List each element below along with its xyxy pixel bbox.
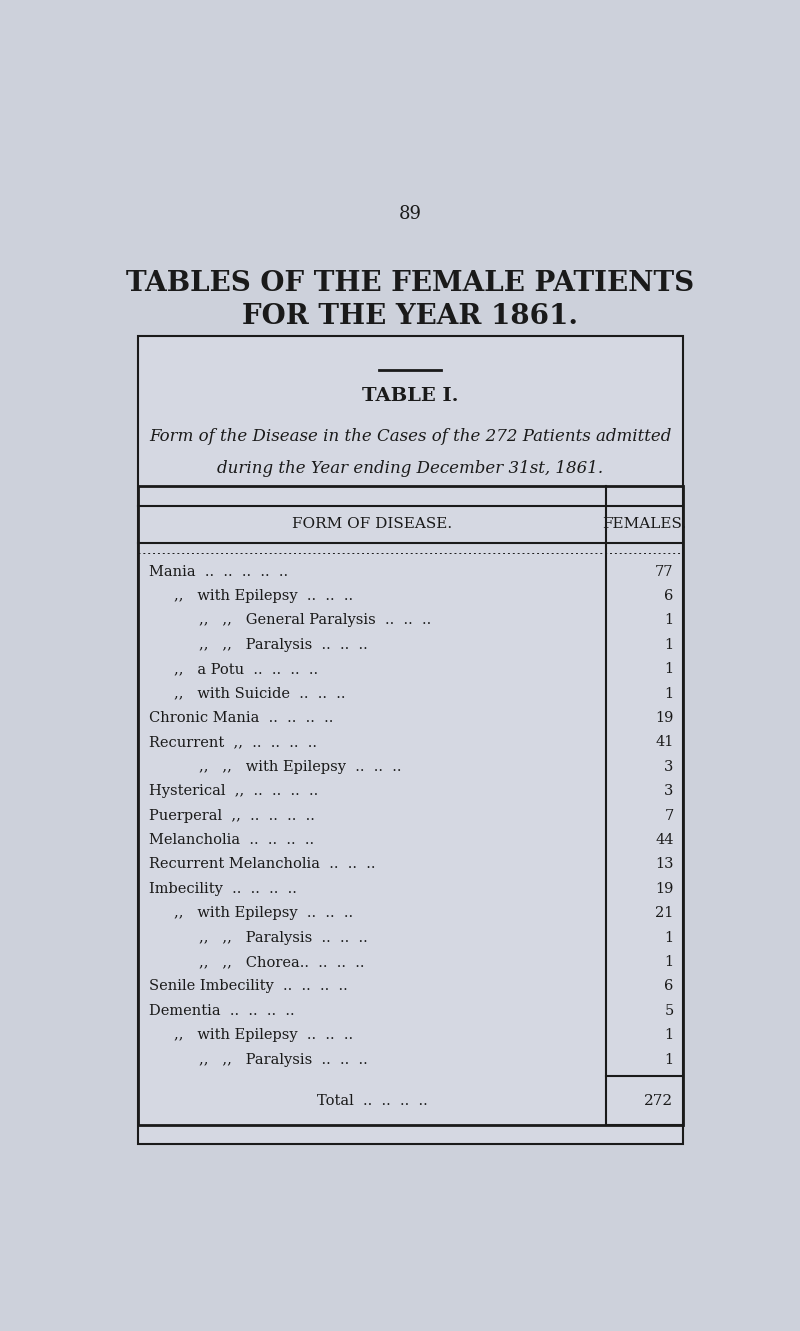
Text: Form of the Disease in the Cases of the 272 Patients admitted: Form of the Disease in the Cases of the …: [149, 429, 671, 446]
Text: ,,   with Epilepsy  ..  ..  ..: ,, with Epilepsy .. .. ..: [174, 906, 354, 920]
Text: ,,   with Epilepsy  ..  ..  ..: ,, with Epilepsy .. .. ..: [174, 590, 354, 603]
Text: 19: 19: [655, 882, 674, 896]
Text: 1: 1: [664, 638, 674, 652]
Text: 5: 5: [664, 1004, 674, 1018]
Text: 7: 7: [664, 809, 674, 823]
Text: ,,   ,,   Chorea..  ..  ..  ..: ,, ,, Chorea.. .. .. ..: [199, 956, 364, 969]
Text: 77: 77: [655, 564, 674, 579]
Text: 1: 1: [664, 687, 674, 700]
Text: 6: 6: [664, 590, 674, 603]
Text: 6: 6: [664, 980, 674, 993]
Bar: [138, 486, 682, 1125]
Text: ,,   ,,   Paralysis  ..  ..  ..: ,, ,, Paralysis .. .. ..: [199, 638, 368, 652]
Text: 1: 1: [664, 956, 674, 969]
Text: ,,   with Epilepsy  ..  ..  ..: ,, with Epilepsy .. .. ..: [174, 1029, 354, 1042]
Text: ,,   ,,   General Paralysis  ..  ..  ..: ,, ,, General Paralysis .. .. ..: [199, 614, 431, 627]
Text: 21: 21: [655, 906, 674, 920]
Text: 13: 13: [655, 857, 674, 872]
Text: Imbecility  ..  ..  ..  ..: Imbecility .. .. .. ..: [150, 882, 297, 896]
Text: Mania  ..  ..  ..  ..  ..: Mania .. .. .. .. ..: [150, 564, 289, 579]
Text: ,,   ,,   Paralysis  ..  ..  ..: ,, ,, Paralysis .. .. ..: [199, 1053, 368, 1066]
Text: 3: 3: [664, 784, 674, 799]
Text: FORM OF DISEASE.: FORM OF DISEASE.: [292, 516, 452, 531]
Text: Dementia  ..  ..  ..  ..: Dementia .. .. .. ..: [150, 1004, 295, 1018]
Text: 41: 41: [655, 736, 674, 749]
Text: 1: 1: [664, 930, 674, 945]
Text: Recurrent Melancholia  ..  ..  ..: Recurrent Melancholia .. .. ..: [150, 857, 376, 872]
Text: ,,   ,,   Paralysis  ..  ..  ..: ,, ,, Paralysis .. .. ..: [199, 930, 368, 945]
Text: ,,   with Suicide  ..  ..  ..: ,, with Suicide .. .. ..: [174, 687, 346, 700]
Text: 3: 3: [664, 760, 674, 773]
Text: 1: 1: [664, 1029, 674, 1042]
Text: 19: 19: [655, 711, 674, 725]
Text: Chronic Mania  ..  ..  ..  ..: Chronic Mania .. .. .. ..: [150, 711, 334, 725]
Text: FOR THE YEAR 1861.: FOR THE YEAR 1861.: [242, 303, 578, 330]
Text: during the Year ending December 31st, 1861.: during the Year ending December 31st, 18…: [217, 461, 603, 476]
Text: Total  ..  ..  ..  ..: Total .. .. .. ..: [317, 1094, 427, 1107]
Text: ,,   a Potu  ..  ..  ..  ..: ,, a Potu .. .. .. ..: [174, 663, 318, 676]
Bar: [138, 335, 682, 1143]
Text: 44: 44: [655, 833, 674, 847]
Text: FEMALES.: FEMALES.: [602, 516, 686, 531]
Text: Hysterical  ,,  ..  ..  ..  ..: Hysterical ,, .. .. .. ..: [150, 784, 318, 799]
Text: 1: 1: [664, 663, 674, 676]
Text: 89: 89: [398, 205, 422, 222]
Text: Senile Imbecility  ..  ..  ..  ..: Senile Imbecility .. .. .. ..: [150, 980, 348, 993]
Text: 1: 1: [664, 1053, 674, 1066]
Text: ,,   ,,   with Epilepsy  ..  ..  ..: ,, ,, with Epilepsy .. .. ..: [199, 760, 402, 773]
Text: TABLE I.: TABLE I.: [362, 387, 458, 405]
Text: Puerperal  ,,  ..  ..  ..  ..: Puerperal ,, .. .. .. ..: [150, 809, 315, 823]
Text: 1: 1: [664, 614, 674, 627]
Text: Recurrent  ,,  ..  ..  ..  ..: Recurrent ,, .. .. .. ..: [150, 736, 318, 749]
Text: TABLES OF THE FEMALE PATIENTS: TABLES OF THE FEMALE PATIENTS: [126, 270, 694, 297]
Text: 272: 272: [644, 1094, 674, 1107]
Text: Melancholia  ..  ..  ..  ..: Melancholia .. .. .. ..: [150, 833, 314, 847]
